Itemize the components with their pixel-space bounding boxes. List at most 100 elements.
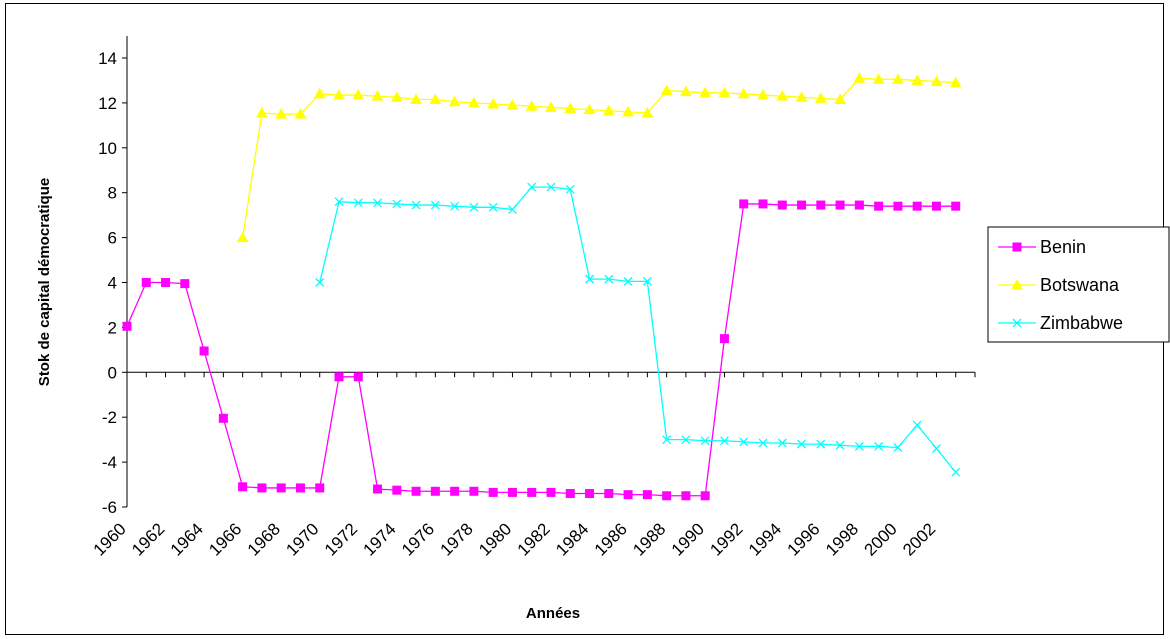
botswana-point [872, 73, 885, 84]
botswana-point [949, 76, 962, 88]
botswana-point [892, 73, 904, 84]
botswana-point [275, 108, 288, 119]
series-layer [122, 72, 962, 501]
x-tick-label: 1960 [90, 519, 130, 559]
benin-point [218, 413, 228, 423]
y-tick-label: -6 [102, 498, 117, 517]
benin-point [199, 346, 209, 356]
x-axis-title: Années [526, 605, 580, 622]
zimbabwe-point [546, 182, 556, 192]
legend-label-zimbabwe: Zimbabwe [1040, 313, 1123, 333]
botswana-point [429, 93, 442, 105]
benin-point [758, 199, 768, 209]
zimbabwe-point [642, 276, 652, 286]
x-tick-label: 1984 [552, 519, 592, 559]
botswana-point [814, 92, 827, 103]
benin-point [585, 489, 595, 499]
series-benin [122, 199, 961, 501]
benin-point [681, 491, 691, 501]
series-botswana [236, 72, 962, 243]
botswana-point [333, 89, 345, 100]
zimbabwe-point [874, 441, 884, 451]
y-tick-label: 2 [108, 318, 117, 337]
botswana-point [468, 96, 480, 108]
benin-point [642, 490, 652, 500]
zimbabwe-point [681, 435, 691, 445]
benin-point [797, 200, 807, 210]
benin-point [353, 372, 363, 382]
x-tick-label: 1962 [128, 519, 168, 559]
legend-label-botswana: Botswana [1040, 275, 1120, 295]
x-tick-label: 1978 [437, 519, 477, 559]
x-axis: 1960196219641966196819701972197419761978… [90, 371, 976, 560]
benin-point [565, 489, 575, 499]
benin-point [623, 490, 633, 500]
benin-point [854, 200, 864, 210]
x-tick-label: 1964 [167, 519, 207, 559]
botswana-point [699, 86, 712, 98]
legend: Benin Botswana Zimbabwe [987, 226, 1170, 343]
legend-label-benin: Benin [1040, 237, 1086, 257]
x-tick-label: 1982 [514, 519, 554, 559]
botswana-point [911, 74, 924, 85]
zimbabwe-point [373, 198, 383, 208]
x-tick-label: 1968 [244, 519, 284, 559]
zimbabwe-point [662, 435, 672, 445]
x-tick-label: 1992 [706, 519, 746, 559]
botswana-point [525, 100, 538, 111]
x-tick-label: 2002 [899, 519, 939, 559]
benin-point [604, 489, 614, 499]
benin-point [238, 482, 248, 492]
botswana-point [718, 86, 731, 98]
x-tick-label: 1998 [822, 519, 862, 559]
benin-point [411, 486, 421, 496]
botswana-point [371, 90, 384, 101]
x-tick-label: 1980 [475, 519, 515, 559]
benin-point [257, 483, 267, 493]
benin-point [295, 483, 305, 493]
botswana-point [236, 231, 249, 243]
y-tick-label: 8 [108, 184, 117, 203]
benin-point [719, 334, 729, 344]
zimbabwe-point [469, 202, 479, 212]
botswana-point [352, 89, 365, 100]
benin-line [126, 203, 956, 497]
y-tick-label: 6 [108, 229, 117, 248]
zimbabwe-point [604, 274, 614, 284]
zimbabwe-line [319, 186, 957, 473]
y-tick-label: 0 [108, 363, 117, 382]
y-tick-label: 14 [98, 49, 117, 68]
botswana-point [506, 99, 519, 110]
zimbabwe-point [430, 200, 440, 210]
y-tick-label: 4 [108, 274, 117, 293]
benin-point [122, 321, 132, 331]
benin-point [546, 487, 556, 497]
benin-point [469, 486, 479, 496]
botswana-point [930, 75, 943, 87]
benin-point [373, 484, 383, 494]
benin-point [951, 201, 961, 211]
zimbabwe-point [951, 467, 961, 477]
zimbabwe-point [777, 438, 787, 448]
botswana-point [390, 91, 403, 102]
x-tick-label: 1976 [398, 519, 438, 559]
botswana-point [660, 84, 673, 96]
zimbabwe-point [893, 443, 903, 452]
benin-point [334, 372, 344, 382]
zimbabwe-point [315, 278, 325, 287]
benin-point [527, 487, 537, 497]
botswana-point [737, 87, 750, 99]
y-tick-label: 12 [98, 94, 117, 113]
zimbabwe-point [931, 444, 941, 454]
x-tick-label: 2000 [861, 519, 901, 559]
y-tick-label: -2 [102, 408, 117, 427]
benin-point [739, 199, 749, 209]
botswana-point [680, 85, 692, 97]
benin-point [700, 491, 710, 501]
botswana-point [834, 93, 846, 105]
y-axis: 14 12 10 8 6 4 2 0 -2 -4 -6 [98, 36, 128, 517]
zimbabwe-point [488, 202, 498, 212]
botswana-line [241, 77, 956, 238]
botswana-point [622, 105, 634, 117]
benin-point [315, 483, 325, 493]
